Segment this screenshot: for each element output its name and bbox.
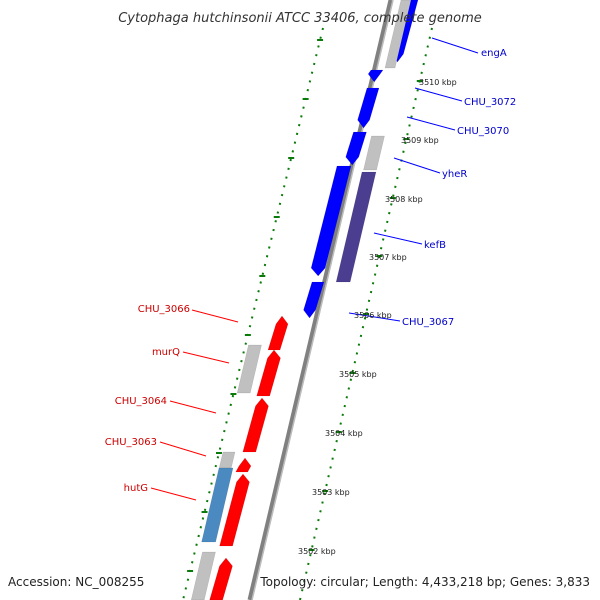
outer-dotted-line (182, 27, 324, 600)
leader-line (348, 312, 401, 322)
gene-label-murQ[interactable]: murQ (152, 347, 180, 358)
gene-CHU_3064[interactable] (242, 397, 269, 453)
leader-line (150, 487, 197, 501)
gene-blue-small[interactable] (367, 69, 384, 83)
tick-label-3505: 3505 kbp (339, 370, 377, 379)
gene-bottom-gray[interactable] (190, 551, 216, 600)
gene-label-kefB[interactable]: kefB (424, 240, 446, 251)
gene-CHU_3063-gray[interactable] (218, 451, 236, 469)
leader-line (159, 441, 207, 457)
gene-label-yheR[interactable]: yheR (442, 169, 467, 180)
gene-yheR[interactable] (363, 135, 385, 171)
gene-CHU_3072[interactable] (357, 87, 380, 129)
leader-line (406, 116, 456, 131)
gene-label-CHU_3072[interactable]: CHU_3072 (464, 97, 516, 108)
leader-line (373, 232, 423, 245)
tick-label-3510: 3510 kbp (419, 78, 457, 87)
tick-marks (187, 39, 423, 572)
gene-gray-top[interactable] (384, 0, 412, 69)
gene-kefB[interactable] (335, 171, 377, 283)
leader-line (182, 351, 230, 364)
gene-label-CHU_3067[interactable]: CHU_3067 (402, 317, 454, 328)
gene-label-hutG[interactable]: hutG (124, 483, 148, 494)
tick-label-3506: 3506 kbp (354, 311, 392, 320)
gene-label-CHU_3063[interactable]: CHU_3063 (105, 437, 157, 448)
tick-label-3507: 3507 kbp (369, 253, 407, 262)
gene-CHU_3066[interactable] (267, 315, 289, 351)
gene-CHU_3070[interactable] (345, 131, 367, 166)
gene-CHU_3067[interactable] (303, 281, 325, 319)
gene-hutG-steel[interactable] (201, 467, 234, 543)
topology-text: Topology: circular; Length: 4,433,218 bp… (259, 575, 590, 589)
gene-label-CHU_3064[interactable]: CHU_3064 (115, 396, 167, 407)
gene-label-engA[interactable]: engA (481, 48, 507, 59)
tick-label-3503: 3503 kbp (312, 488, 350, 497)
gene-kefB-blue[interactable] (310, 165, 352, 277)
label-leader-lines (150, 37, 479, 501)
gene-murQ[interactable] (256, 349, 281, 397)
leader-line (431, 37, 479, 54)
gene-murQ-gray[interactable] (236, 344, 262, 394)
gene-bottom-red[interactable] (209, 557, 233, 600)
tick-label-3502: 3502 kbp (298, 547, 336, 556)
gene-label-CHU_3066[interactable]: CHU_3066 (138, 304, 190, 315)
accession-text: Accession: NC_008255 (8, 575, 144, 589)
gene-features (190, 0, 419, 600)
leader-line (393, 157, 441, 174)
gene-hutG[interactable] (219, 473, 250, 547)
leader-line (191, 309, 239, 323)
tick-label-3504: 3504 kbp (325, 429, 363, 438)
leader-line (414, 87, 463, 102)
gene-CHU_3063[interactable] (235, 457, 252, 473)
gene-label-CHU_3070[interactable]: CHU_3070 (457, 126, 509, 137)
tick-label-3508: 3508 kbp (385, 195, 423, 204)
leader-line (169, 400, 217, 414)
map-title: Cytophaga hutchinsonii ATCC 33406, compl… (118, 11, 482, 26)
tick-label-3509: 3509 kbp (401, 136, 439, 145)
